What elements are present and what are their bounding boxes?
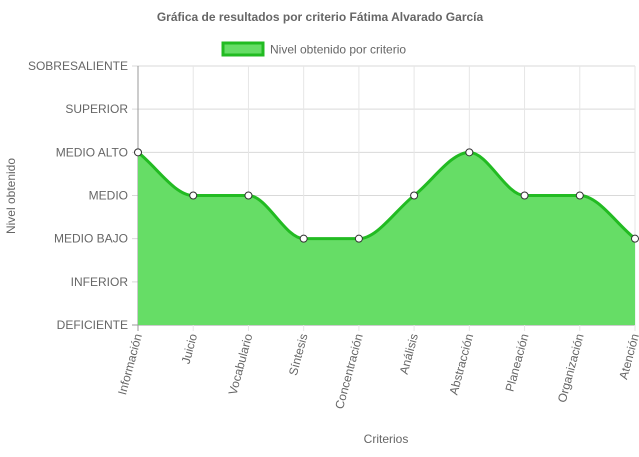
x-tick-label: Organización [555,332,587,404]
data-point[interactable] [465,148,474,157]
x-axis-ticks: Información Juicio Vocabulario Síntesis Conc… [115,332,639,411]
data-point[interactable] [631,234,639,243]
y-tick-label: SOBRESALIENTE [28,59,128,73]
y-tick-label: DEFICIENTE [57,318,128,332]
series-line [137,150,636,241]
y-axis-ticks: DEFICIENTE INFERIOR MEDIO BAJO MEDIO MEDIO A… [28,59,128,332]
y-tick-label: INFERIOR [71,275,129,289]
legend-swatch [221,41,265,57]
data-point[interactable] [299,234,308,243]
x-tick-label: Síntesis [286,332,311,377]
legend-label: Nivel obtenido por criterio [270,43,406,57]
data-point[interactable] [244,191,253,200]
x-tick-label: Vocabulario [226,332,256,397]
data-point[interactable] [189,191,198,200]
x-tick-label: Juicio [179,332,201,366]
y-tick-label: MEDIO BAJO [54,232,128,246]
chart-title: Gráfica de resultados por criterio Fátim… [157,10,484,24]
data-point[interactable] [354,234,363,243]
data-point[interactable] [520,191,529,200]
series-area [137,150,636,325]
y-tick-label: MEDIO ALTO [56,145,128,159]
data-point[interactable] [410,191,419,200]
x-tick-label: Análisis [397,332,421,376]
x-tick-label: Concentración [332,332,366,410]
y-axis-title: Nivel obtenido [4,158,18,234]
y-tick-label: SUPERIOR [65,102,128,116]
x-axis-title: Criterios [364,432,409,446]
x-tick-label: Abstracción [446,332,476,396]
x-tick-label: Información [115,332,145,396]
legend[interactable]: Nivel obtenido por criterio [221,41,406,57]
data-points [134,148,639,243]
x-tick-label: Atención [616,332,639,381]
series-fill [138,152,635,325]
x-tick-label: Planeación [503,332,532,393]
y-tick-label: MEDIO [89,189,128,203]
data-point[interactable] [134,148,142,157]
data-point[interactable] [575,191,584,200]
